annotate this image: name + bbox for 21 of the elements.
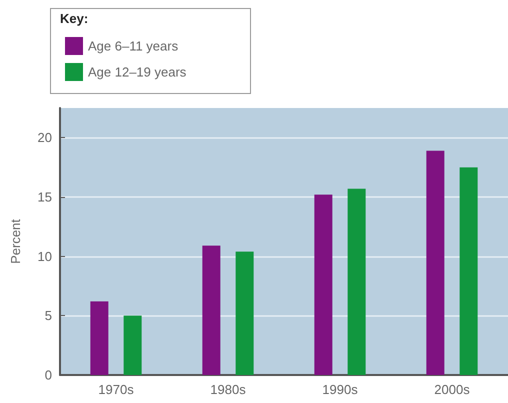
bar: [124, 316, 142, 375]
bar: [202, 246, 220, 375]
y-axis-title: Percent: [8, 218, 23, 264]
legend-title: Key:: [60, 11, 88, 26]
x-tick-label: 1970s: [98, 382, 134, 397]
x-tick-label: 1990s: [322, 382, 358, 397]
bar: [314, 194, 332, 375]
x-tick-label: 1980s: [210, 382, 246, 397]
legend-label: Age 6–11 years: [88, 38, 179, 54]
bar: [236, 252, 254, 375]
legend-label: Age 12–19 years: [88, 64, 187, 80]
y-tick-label: 15: [38, 190, 52, 204]
bar: [460, 167, 478, 375]
bar: [90, 301, 108, 375]
bar: [426, 150, 444, 375]
y-tick-label: 5: [44, 308, 52, 324]
y-tick-label: 20: [38, 130, 52, 146]
bar: [348, 188, 366, 375]
y-tick-label: 10: [38, 248, 52, 264]
y-tick-label: 0: [44, 368, 52, 382]
x-tick-label: 2000s: [434, 382, 470, 397]
